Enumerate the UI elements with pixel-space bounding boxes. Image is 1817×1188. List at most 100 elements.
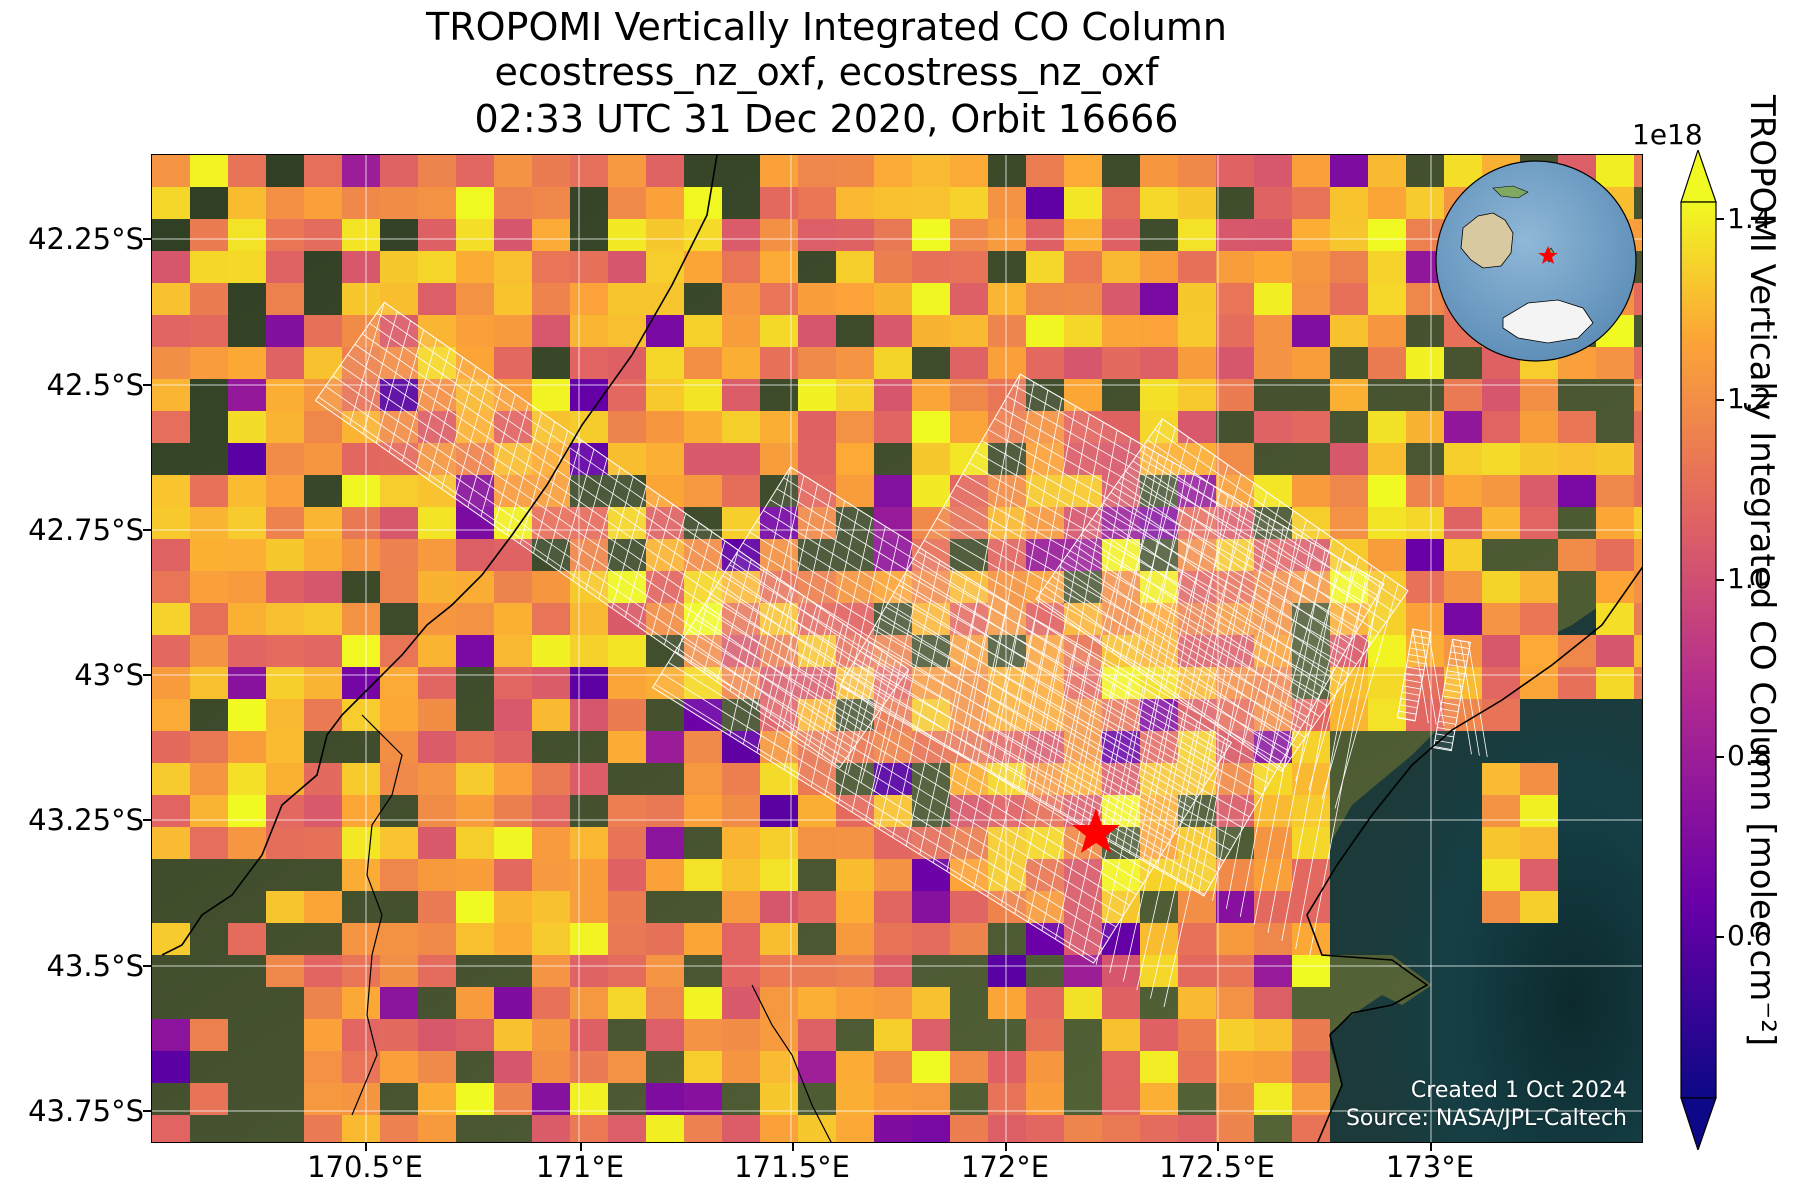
co-cell [608, 667, 646, 699]
co-cell [1102, 859, 1140, 891]
swath-line [1439, 714, 1458, 719]
co-cell [1596, 347, 1634, 379]
co-cell [874, 219, 912, 251]
swath-line [755, 586, 791, 710]
co-cell [342, 251, 380, 283]
swath-line [1450, 651, 1469, 656]
co-cell [874, 1019, 912, 1051]
co-cell [836, 379, 874, 411]
co-cell [418, 635, 456, 667]
swath-line [1163, 738, 1225, 1008]
swath-line [347, 354, 873, 723]
swath-line [1397, 716, 1416, 721]
swath-line [454, 375, 490, 499]
co-cell [456, 251, 494, 283]
co-cell [494, 987, 532, 1019]
swath-line [783, 477, 1225, 754]
co-cell [1634, 507, 1642, 539]
co-cell [1634, 571, 1642, 603]
co-cell [570, 347, 608, 379]
co-cell [342, 827, 380, 859]
co-cell [342, 283, 380, 315]
co-cell [722, 1019, 760, 1051]
co-cell [342, 507, 380, 539]
co-cell [1026, 1051, 1064, 1083]
co-cell [684, 1019, 722, 1051]
co-cell [1406, 475, 1444, 507]
co-cell [1520, 891, 1558, 923]
co-cell [1444, 603, 1482, 635]
co-cell [228, 763, 266, 795]
swath-line [1019, 373, 1385, 585]
swath-line [1308, 565, 1373, 791]
swath-line [1095, 512, 1343, 686]
co-cell [494, 283, 532, 315]
co-cell [950, 251, 988, 283]
co-cell [646, 251, 684, 283]
co-cell [190, 603, 228, 635]
co-cell [152, 795, 190, 827]
swath-line [742, 542, 1185, 819]
co-cell [1482, 891, 1520, 923]
swath-line [1460, 640, 1480, 756]
co-cell [1520, 507, 1558, 539]
co-cell [1368, 443, 1406, 475]
swath-line [362, 333, 887, 702]
co-cell [342, 155, 380, 187]
swath-line [664, 522, 700, 646]
co-cell [874, 923, 912, 955]
co-cell [950, 315, 988, 347]
co-cell [532, 667, 570, 699]
co-cell [950, 283, 988, 315]
co-cell [570, 891, 608, 923]
lon-label-173: 173°E [1385, 1150, 1475, 1184]
swath-line [1059, 565, 1306, 739]
co-cell [1140, 155, 1178, 187]
co-cell [190, 763, 228, 795]
title-line-2: ecostress_nz_oxf, ecostress_nz_oxf [494, 50, 1159, 94]
co-cell [1102, 1115, 1140, 1142]
co-cell [836, 603, 874, 635]
co-cell [532, 155, 570, 187]
co-cell [760, 795, 798, 827]
swath-line [1449, 657, 1468, 662]
co-cell [1596, 155, 1634, 187]
swath-line [1400, 698, 1419, 702]
co-cell [152, 1019, 190, 1051]
lon-label-171-5: 171.5°E [734, 1150, 850, 1184]
co-cell [380, 315, 418, 347]
swath-line [873, 669, 909, 792]
co-cell [874, 539, 912, 571]
co-cell [342, 763, 380, 795]
swath-line [1111, 427, 1176, 653]
lat-tick [143, 674, 151, 676]
swath-line [1442, 695, 1461, 700]
swath-line [716, 559, 752, 682]
co-cell [836, 475, 874, 507]
swath-line [1295, 574, 1367, 949]
map-panel[interactable] [151, 154, 1643, 1143]
lon-label-172-5: 172.5°E [1159, 1150, 1275, 1184]
co-cell [1216, 1083, 1254, 1115]
co-cell [798, 507, 836, 539]
swath-line [987, 627, 1049, 897]
co-cell [912, 1083, 950, 1115]
colorbar-bottom-arrow [1680, 1097, 1717, 1150]
co-cell [494, 379, 532, 411]
co-cell [836, 443, 874, 475]
swath-line [1051, 575, 1299, 749]
co-cell [494, 795, 532, 827]
co-cell [798, 955, 836, 987]
swath-line [624, 494, 660, 618]
swath-line [949, 495, 1314, 707]
swath-line [1125, 470, 1372, 644]
co-cell [1216, 1019, 1254, 1051]
co-cell [456, 731, 494, 763]
co-cell [266, 315, 304, 347]
swath-line [932, 594, 995, 863]
swath-line [1402, 685, 1421, 690]
colorbar-tick [1716, 399, 1724, 401]
co-cell [1292, 1083, 1330, 1115]
co-cell [228, 635, 266, 667]
co-cell [532, 635, 570, 667]
